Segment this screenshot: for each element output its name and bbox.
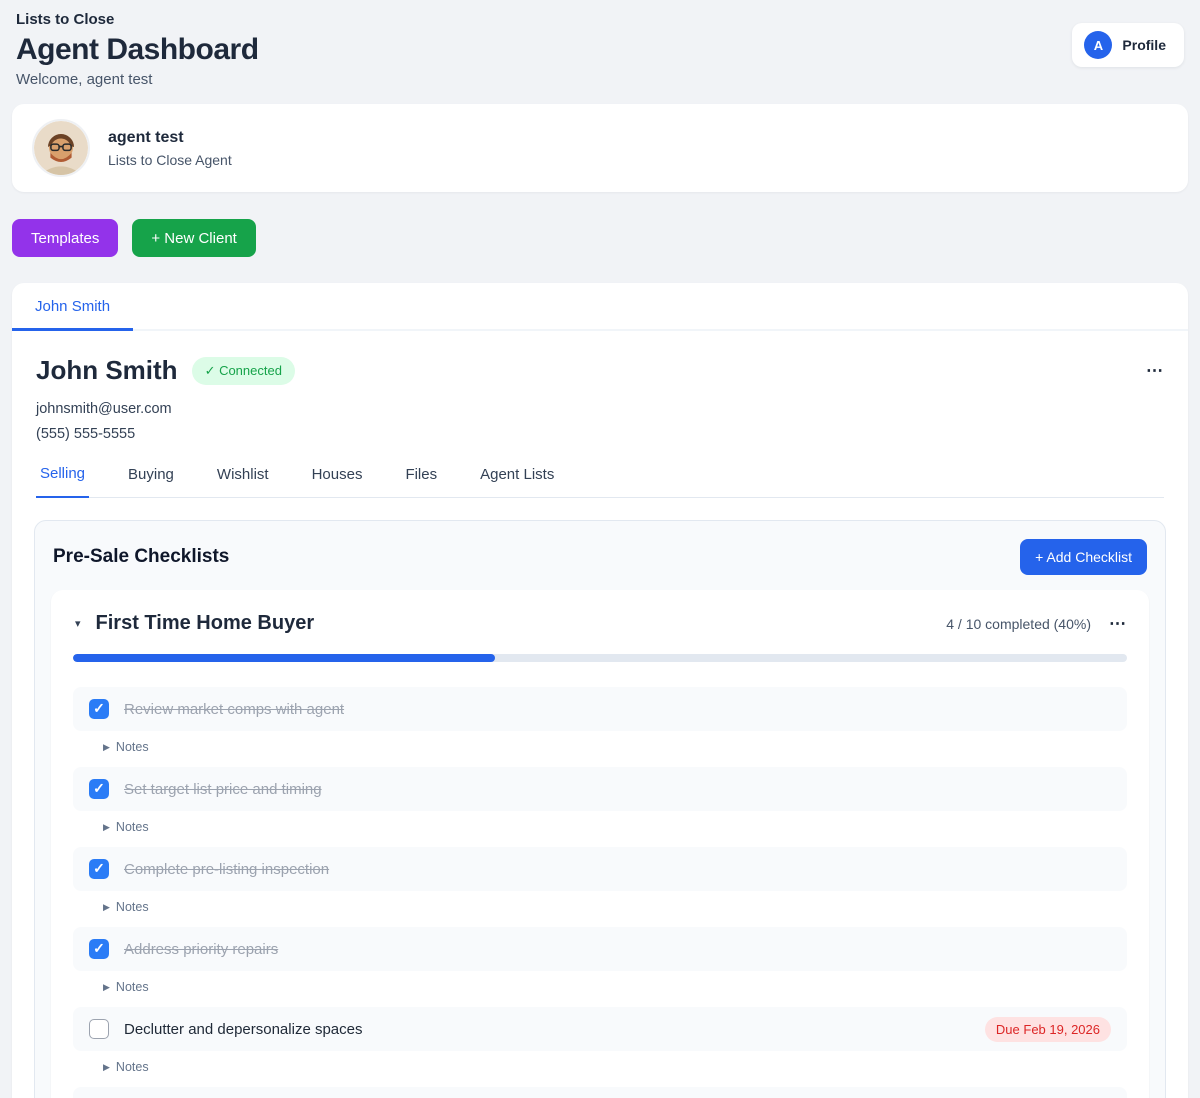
notes-label: Notes — [115, 900, 149, 914]
checklist-title: First Time Home Buyer — [95, 612, 315, 634]
checklist-item: Deep clean and touch up paint ▶ Notes — [73, 1087, 1127, 1098]
agent-name: agent test — [108, 128, 184, 146]
item-checkbox[interactable] — [89, 1019, 109, 1039]
checklist-item-row: Deep clean and touch up paint — [73, 1087, 1127, 1098]
checklist-item: Review market comps with agent ▶ Notes — [73, 687, 1127, 754]
header-titles: Lists to Close Agent Dashboard Welcome, … — [16, 11, 259, 88]
page-header: Lists to Close Agent Dashboard Welcome, … — [0, 0, 1200, 88]
collapse-chevron-icon[interactable]: ▾ — [73, 615, 83, 632]
profile-avatar: A — [1084, 31, 1113, 59]
client-phone: (555) 555-5555 — [36, 426, 136, 442]
chevron-right-icon: ▶ — [103, 741, 110, 752]
sub-tabs: Selling Buying Wishlist Houses Files Agent Li… — [36, 465, 1164, 498]
checklist-items: Review market comps with agent ▶ Notes S… — [73, 687, 1127, 1098]
checklist-item-row: Complete pre-listing inspection — [73, 847, 1127, 891]
notes-toggle[interactable]: ▶ Notes — [103, 740, 149, 754]
item-label: Review market comps with agent — [124, 700, 345, 718]
checklist-card: ▾ First Time Home Buyer 4 / 10 completed… — [51, 590, 1149, 1098]
notes-toggle[interactable]: ▶ Notes — [103, 980, 149, 994]
page-title: Agent Dashboard — [16, 33, 259, 66]
item-checkbox[interactable] — [89, 859, 109, 879]
tab-houses[interactable]: Houses — [308, 465, 367, 497]
agent-role: Lists to Close Agent — [108, 151, 232, 168]
client-header: John Smith ✓ Connected ⋯ — [36, 355, 1164, 386]
notes-toggle[interactable]: ▶ Notes — [103, 1060, 149, 1074]
tab-agent-lists[interactable]: Agent Lists — [476, 465, 558, 497]
item-checkbox[interactable] — [89, 699, 109, 719]
connected-badge: ✓ Connected — [191, 356, 295, 385]
chevron-right-icon: ▶ — [103, 981, 110, 992]
notes-label: Notes — [115, 980, 149, 994]
checklist-item: Set target list price and timing ▶ Notes — [73, 767, 1127, 834]
item-label: Address priority repairs — [124, 940, 279, 958]
client-body: John Smith ✓ Connected ⋯ johnsmith@user.… — [12, 331, 1188, 1098]
item-label: Set target list price and timing — [124, 780, 322, 798]
actions-row: Templates + New Client — [12, 219, 1188, 257]
progress-fill — [73, 654, 495, 662]
notes-label: Notes — [115, 740, 149, 754]
notes-label: Notes — [115, 1060, 149, 1074]
tab-files[interactable]: Files — [401, 465, 441, 497]
checklist-item-row: Set target list price and timing — [73, 767, 1127, 811]
new-client-button[interactable]: + New Client — [132, 219, 256, 257]
progress-bar — [73, 654, 1127, 662]
checklist-item-row: Declutter and depersonalize spaces Due F… — [73, 1007, 1127, 1051]
agent-card: agent test Lists to Close Agent — [12, 104, 1188, 192]
checklist-item: Address priority repairs ▶ Notes — [73, 927, 1127, 994]
app-name: Lists to Close — [16, 11, 115, 28]
chevron-right-icon: ▶ — [103, 1061, 110, 1072]
client-tabs: John Smith — [12, 283, 1188, 331]
client-email: johnsmith@user.com — [36, 401, 172, 417]
item-checkbox[interactable] — [89, 779, 109, 799]
client-tab-john-smith[interactable]: John Smith — [12, 283, 134, 331]
client-panel: John Smith John Smith ✓ Connected ⋯ john… — [12, 283, 1188, 1098]
checklist-header-right: 4 / 10 completed (40%) ⋯ — [946, 615, 1127, 632]
notes-toggle[interactable]: ▶ Notes — [103, 820, 149, 834]
item-label: Complete pre-listing inspection — [124, 860, 330, 878]
checklist-item-row: Review market comps with agent — [73, 687, 1127, 731]
progress-text: 4 / 10 completed (40%) — [946, 615, 1091, 632]
welcome-text: Welcome, agent test — [16, 71, 153, 88]
checklist-item-row: Address priority repairs — [73, 927, 1127, 971]
checklist-menu-button[interactable]: ⋯ — [1109, 614, 1127, 633]
chevron-right-icon: ▶ — [103, 901, 110, 912]
checklist-header: ▾ First Time Home Buyer 4 / 10 completed… — [73, 612, 1127, 635]
item-checkbox[interactable] — [89, 939, 109, 959]
client-menu-button[interactable]: ⋯ — [1146, 361, 1164, 380]
profile-button[interactable]: A Profile — [1072, 23, 1184, 67]
due-date-badge: Due Feb 19, 2026 — [984, 1016, 1111, 1042]
notes-toggle[interactable]: ▶ Notes — [103, 900, 149, 914]
chevron-right-icon: ▶ — [103, 821, 110, 832]
tab-wishlist[interactable]: Wishlist — [213, 465, 273, 497]
presale-header: Pre-Sale Checklists + Add Checklist — [51, 539, 1149, 575]
tab-buying[interactable]: Buying — [124, 465, 178, 497]
notes-label: Notes — [115, 820, 149, 834]
checklist-item: Declutter and depersonalize spaces Due F… — [73, 1007, 1127, 1074]
item-label: Declutter and depersonalize spaces — [124, 1020, 363, 1038]
checklist-item: Complete pre-listing inspection ▶ Notes — [73, 847, 1127, 914]
agent-photo — [32, 119, 90, 177]
tab-selling[interactable]: Selling — [36, 465, 90, 498]
profile-label: Profile — [1122, 37, 1166, 53]
presale-title: Pre-Sale Checklists — [53, 546, 230, 567]
agent-info: agent test Lists to Close Agent — [108, 129, 232, 168]
presale-section: Pre-Sale Checklists + Add Checklist ▾ Fi… — [34, 520, 1166, 1098]
templates-button[interactable]: Templates — [12, 219, 119, 257]
client-name: John Smith — [36, 355, 178, 385]
add-checklist-button[interactable]: + Add Checklist — [1020, 539, 1147, 575]
